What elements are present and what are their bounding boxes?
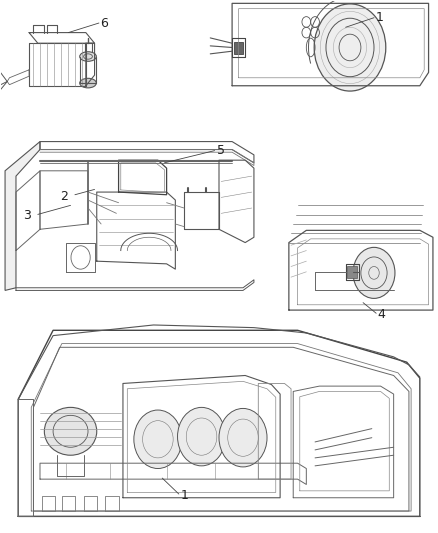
Bar — [347, 266, 357, 278]
Ellipse shape — [80, 78, 96, 88]
Circle shape — [219, 408, 267, 467]
Text: 4: 4 — [377, 308, 385, 321]
Circle shape — [134, 410, 182, 469]
Text: 1: 1 — [181, 489, 189, 502]
Text: 6: 6 — [100, 17, 108, 29]
Text: 5: 5 — [217, 144, 225, 157]
Text: 2: 2 — [60, 190, 68, 203]
Ellipse shape — [44, 407, 97, 455]
Text: 3: 3 — [23, 209, 31, 222]
Polygon shape — [5, 142, 40, 290]
Circle shape — [314, 4, 386, 91]
Circle shape — [177, 407, 226, 466]
Text: 1: 1 — [375, 11, 383, 24]
Bar — [234, 42, 243, 54]
Ellipse shape — [80, 52, 96, 61]
Circle shape — [353, 247, 395, 298]
